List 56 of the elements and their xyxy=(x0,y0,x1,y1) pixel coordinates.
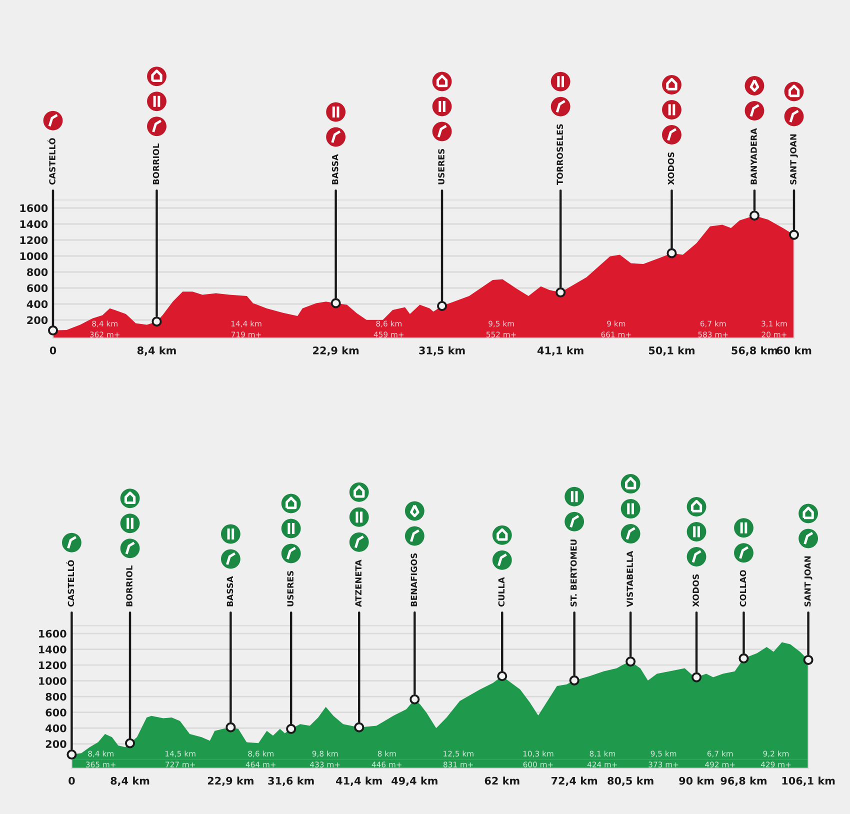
annotation: CASTELLÓ xyxy=(66,560,74,607)
y-tick-label: 400 xyxy=(26,300,48,308)
x-tick-label: 31,5 km xyxy=(419,346,465,356)
annotation: BANYADERA xyxy=(750,128,757,184)
y-tick-label: 1400 xyxy=(39,646,66,654)
y-tick-label: 600 xyxy=(46,708,66,716)
x-tick-label: 41,1 km xyxy=(538,346,584,356)
annotation: ST. BERTOMEU xyxy=(570,540,577,606)
y-tick-label: 1600 xyxy=(20,204,48,212)
y-tick-label: 200 xyxy=(27,316,48,324)
x-tick-label: 80,5 km xyxy=(608,776,654,786)
annotation: BASSA xyxy=(332,154,338,184)
y-tick-label: 600 xyxy=(27,284,48,292)
annotation: BORRIOL xyxy=(152,143,160,184)
annotation: VISTABELLA xyxy=(626,550,633,607)
x-tick-label: 8,4 km xyxy=(137,346,176,356)
y-tick-label: 400 xyxy=(46,724,66,732)
x-tick-label: 0 xyxy=(50,346,56,354)
x-tick-label: 62 km xyxy=(484,776,520,785)
y-tick-label: 1200 xyxy=(20,236,48,244)
y-tick-label: 1600 xyxy=(39,630,66,638)
annotation: ATZENETA xyxy=(355,560,362,607)
annotation: TORROSELES xyxy=(556,124,564,185)
y-tick-label: 1400 xyxy=(20,220,48,228)
annotation: BASSA xyxy=(226,576,234,606)
y-tick-label: 800 xyxy=(46,692,66,701)
annotation: XODOS xyxy=(692,574,699,607)
annotation: USERES xyxy=(287,571,294,606)
annotation: USERES xyxy=(438,149,444,184)
x-tick-label: 8,4 km xyxy=(110,776,150,786)
x-tick-label: 50,1 km xyxy=(648,346,694,356)
y-tick-label: 1000 xyxy=(20,252,48,260)
annotation: CASTELLÓ xyxy=(48,138,56,185)
x-tick-label: 72,4 km xyxy=(551,776,598,786)
x-tick-label: 96,8 km xyxy=(720,776,766,786)
annotation: SANT JOAN xyxy=(790,134,798,184)
x-tick-label: 0 xyxy=(68,776,75,785)
x-tick-label: 106,1 km xyxy=(782,776,835,786)
annotation: COLLAO xyxy=(740,570,746,607)
x-tick-label: 22,9 km xyxy=(208,776,254,786)
annotation: BORRIOL xyxy=(126,565,132,606)
annotation: BENAFIGOS xyxy=(410,553,418,606)
x-tick-label: 22,9 km xyxy=(313,346,359,356)
annotation: CULLA xyxy=(498,577,505,607)
y-tick-label: 1000 xyxy=(39,677,66,685)
annotation: XODOS xyxy=(668,152,674,185)
x-tick-label: 60 km xyxy=(776,346,812,354)
x-tick-label: 90 km xyxy=(679,776,714,785)
annotation: SANT JOAN xyxy=(804,556,812,606)
y-tick-label: 800 xyxy=(27,268,48,276)
y-tick-label: 1200 xyxy=(39,661,66,670)
x-tick-label: 41,4 km xyxy=(336,776,382,786)
x-tick-label: 49,4 km xyxy=(392,776,438,786)
x-tick-label: 56,8 km xyxy=(732,346,778,356)
y-tick-label: 200 xyxy=(46,740,66,748)
x-tick-label: 31,6 km xyxy=(268,776,314,786)
